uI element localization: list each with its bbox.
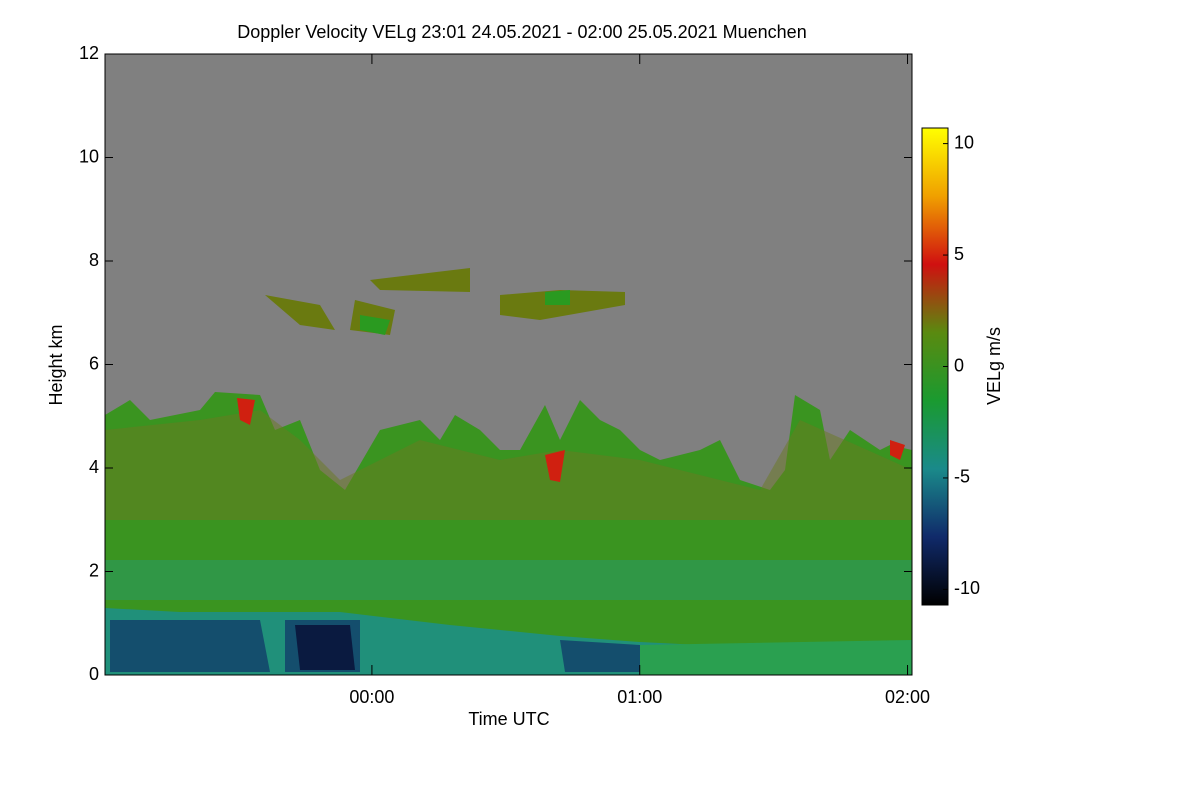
colorbar-tick-label: 10	[954, 132, 974, 152]
colorbar-tick-label: 5	[954, 244, 964, 264]
y-tick-label: 8	[89, 250, 99, 270]
x-tick-label: 02:00	[885, 687, 930, 707]
chart-title: Doppler Velocity VELg 23:01 24.05.2021 -…	[237, 22, 806, 42]
y-tick-label: 4	[89, 457, 99, 477]
y-tick-label: 12	[79, 43, 99, 63]
x-tick-label: 01:00	[617, 687, 662, 707]
x-tick-label: 00:00	[349, 687, 394, 707]
y-tick-label: 0	[89, 664, 99, 684]
colorbar-tick-label: -5	[954, 467, 970, 487]
y-tick-label: 6	[89, 353, 99, 373]
colorbar-tick-label: -10	[954, 578, 980, 598]
colorbar-tick-label: 0	[954, 355, 964, 375]
y-tick-label: 10	[79, 146, 99, 166]
y-axis-label: Height km	[46, 324, 66, 405]
x-axis-label: Time UTC	[468, 709, 549, 729]
y-tick-label: 2	[89, 560, 99, 580]
heatmap-field	[105, 268, 912, 675]
colorbar-label: VELg m/s	[984, 327, 1004, 405]
